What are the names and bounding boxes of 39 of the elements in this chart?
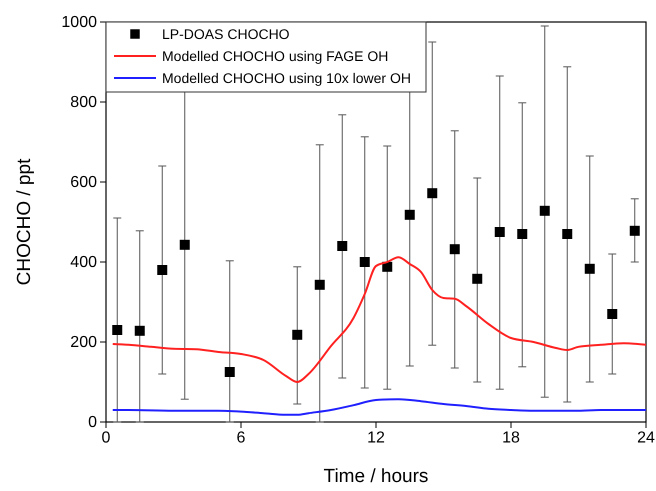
legend-label: Modelled CHOCHO using 10x lower OH bbox=[162, 70, 411, 86]
y-tick-label: 1000 bbox=[61, 14, 98, 32]
point bbox=[562, 229, 572, 239]
point bbox=[382, 262, 392, 272]
point bbox=[157, 265, 168, 275]
point bbox=[517, 229, 528, 239]
point bbox=[224, 367, 235, 377]
y-tick-label: 600 bbox=[70, 174, 98, 192]
point bbox=[404, 210, 415, 220]
y-tick-label: 0 bbox=[88, 414, 98, 432]
x-tick-label: 24 bbox=[637, 429, 655, 446]
y-tick-label: 200 bbox=[70, 334, 98, 352]
point bbox=[314, 280, 325, 290]
point bbox=[112, 325, 122, 335]
point bbox=[134, 326, 145, 336]
point bbox=[540, 206, 550, 216]
point bbox=[180, 240, 190, 250]
y-tick-label: 800 bbox=[70, 94, 98, 112]
point bbox=[607, 309, 618, 319]
x-tick-label: 12 bbox=[367, 429, 385, 446]
point bbox=[630, 226, 640, 236]
point bbox=[337, 241, 348, 251]
x-tick-label: 6 bbox=[236, 429, 246, 446]
x-tick-label: 0 bbox=[102, 429, 111, 446]
point bbox=[584, 264, 595, 274]
point bbox=[360, 257, 370, 267]
y-axis-title: CHOCHO / ppt bbox=[14, 158, 35, 286]
y-tick-label: 400 bbox=[70, 254, 98, 272]
point bbox=[292, 330, 302, 340]
legend-label: LP-DOAS CHOCHO bbox=[162, 26, 290, 42]
point bbox=[427, 188, 438, 198]
point bbox=[450, 244, 460, 254]
legend-label: Modelled CHOCHO using FAGE OH bbox=[162, 48, 388, 64]
point bbox=[494, 227, 505, 237]
line-series bbox=[112, 256, 647, 383]
point bbox=[472, 274, 482, 284]
x-axis-title: Time / hours bbox=[324, 466, 428, 487]
line-series bbox=[112, 398, 647, 416]
x-tick-label: 18 bbox=[502, 429, 520, 446]
